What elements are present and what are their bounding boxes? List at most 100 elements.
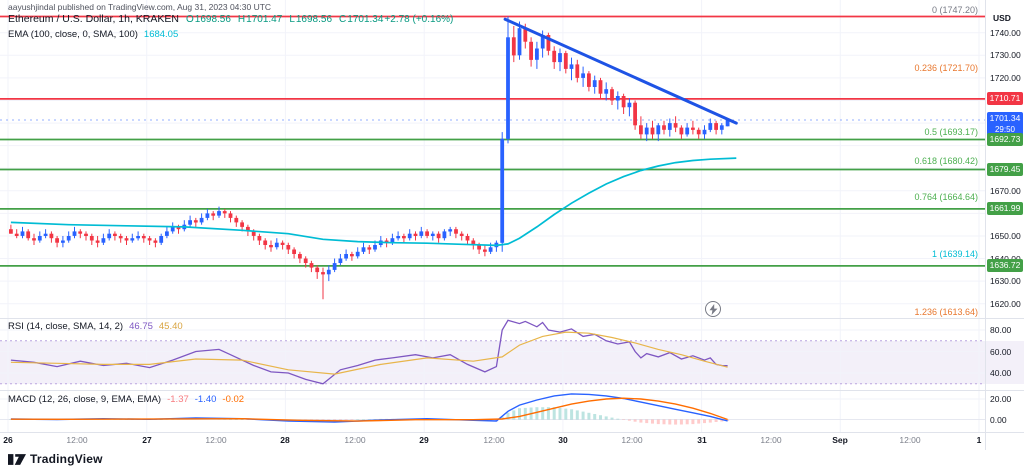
candle-body	[246, 226, 250, 232]
price-tick-label: 1730.00	[990, 50, 1021, 60]
candle-body	[84, 233, 88, 236]
macd-legend: MACD (12, 26, close, 9, EMA, EMA) -1.37-…	[8, 394, 244, 405]
candle-body	[615, 96, 620, 101]
candle-body	[563, 53, 568, 69]
time-tick-label: 12:00	[66, 435, 88, 445]
candle-body	[691, 127, 695, 130]
macd-histogram-bar	[610, 417, 614, 420]
candle-body	[309, 263, 314, 268]
candle-body	[136, 236, 140, 239]
symbol-legend: Ethereum / U.S. Dollar, 1h, KRAKEN O 1698…	[8, 13, 453, 25]
candle-body	[147, 238, 152, 241]
price-badge-value: 1692.73	[989, 134, 1021, 144]
price-tick-label: 1670.00	[990, 186, 1021, 196]
candle-body	[292, 249, 296, 254]
candle-body	[390, 238, 395, 243]
candle-body	[650, 127, 655, 135]
macd-histogram-bar	[633, 419, 637, 422]
candle-body	[355, 251, 360, 257]
candle-body	[656, 125, 661, 135]
rsi-tick-label: 40.00	[990, 368, 1012, 378]
price-badge: 1679.45	[987, 163, 1023, 176]
candle-body	[165, 231, 169, 236]
candle-body	[55, 238, 59, 243]
pane-divider-rsi-macd[interactable]	[0, 390, 1024, 391]
time-tick-label: 28	[280, 435, 290, 445]
macd-histogram-bar	[541, 407, 545, 420]
candle-body	[141, 236, 146, 239]
macd-histogram-bar	[246, 419, 250, 420]
price-badge-value: 1710.71	[989, 93, 1021, 103]
rsi-legend-title[interactable]: RSI (14, close, SMA, 14, 2)	[8, 321, 124, 332]
footer-bar: TradingView	[0, 450, 1024, 468]
price-tick-label: 1650.00	[990, 231, 1021, 241]
macd-histogram-bar	[587, 412, 591, 420]
price-badge: 1692.73	[987, 133, 1023, 146]
candle-body	[639, 125, 643, 135]
candle-body	[714, 123, 718, 130]
macd-histogram-bar	[344, 419, 348, 421]
candle-body	[702, 129, 707, 135]
descending-trendline[interactable]	[503, 17, 738, 125]
macd-histogram-bar	[373, 419, 377, 420]
candle-body	[257, 236, 262, 241]
ema-legend-title[interactable]: EMA (100, close, 0, SMA, 100)	[8, 29, 138, 40]
pane-divider-main-rsi[interactable]	[0, 318, 1024, 319]
macd-histogram-bar	[604, 416, 608, 420]
price-badge: 1636.72	[987, 259, 1023, 272]
macd-histogram-bar	[575, 410, 579, 420]
lightning-bolt-glyph	[709, 303, 717, 315]
macd-histogram-bar	[512, 410, 516, 420]
price-badge: 1710.71	[987, 92, 1023, 105]
macd-histogram-bar	[552, 407, 556, 420]
candle-body	[124, 238, 129, 241]
candle-body	[454, 229, 458, 234]
macd-histogram-bar	[639, 419, 643, 423]
candle-body	[471, 240, 476, 245]
macd-legend-title[interactable]: MACD (12, 26, close, 9, EMA, EMA)	[8, 394, 162, 405]
macd-histogram-bar	[367, 419, 371, 420]
lightning-marker-icon[interactable]	[705, 301, 721, 317]
price-badge: 1661.99	[987, 202, 1023, 215]
chart-plot-area[interactable]	[0, 0, 985, 450]
candle-body	[130, 238, 135, 241]
price-scale[interactable]: USD 1740.00 1730.00 1720.00 1670.00 1650.00 1…	[985, 0, 1024, 450]
ohlc-low-value: 1698.56	[295, 14, 333, 25]
candle-body	[569, 64, 574, 69]
candle-body	[107, 233, 112, 239]
candle-body	[402, 236, 406, 239]
macd-legend-values: -1.37 -1.40 -0.02	[161, 394, 244, 405]
macd-histogram-bar	[703, 419, 706, 424]
candle-body	[448, 229, 453, 232]
time-scale[interactable]: 26 12:00 27 12:00 28 12:00 29 12:00 30 12:00 31 12:…	[0, 432, 985, 450]
symbol-title[interactable]: Ethereum / U.S. Dollar, 1h, KRAKEN	[8, 13, 179, 25]
time-tick-label: 30	[558, 435, 568, 445]
macd-histogram-bar	[229, 419, 232, 420]
candle-body	[66, 236, 71, 241]
macd-histogram-bar	[546, 407, 550, 420]
ema-value: 1684.05	[143, 29, 179, 40]
candle-body	[529, 41, 533, 60]
candle-body	[269, 245, 273, 248]
ema100-line[interactable]	[10, 157, 737, 247]
macd-tick-label: 20.00	[990, 394, 1012, 404]
time-tick-label: 27	[142, 435, 152, 445]
time-tick-label: 12:00	[344, 435, 366, 445]
ohlc-open-label: O	[185, 14, 194, 25]
candle-body	[263, 240, 268, 245]
candle-body	[552, 50, 557, 63]
candle-body	[430, 233, 435, 236]
currency-label: USD	[993, 13, 1011, 23]
candle-body	[118, 236, 123, 239]
ohlc-close-label: C	[339, 14, 347, 25]
macd-histogram-bar	[674, 419, 678, 425]
rsi-legend-values: 46.75 45.40	[123, 321, 183, 332]
candle-body	[159, 236, 164, 243]
macd-histogram-bar	[570, 409, 574, 420]
candle-body	[413, 233, 418, 236]
time-tick-label: 31	[697, 435, 707, 445]
price-badge-value: 1701.34	[989, 113, 1021, 123]
tradingview-logo[interactable]: TradingView	[8, 452, 103, 466]
time-axis-divider	[0, 432, 1024, 433]
